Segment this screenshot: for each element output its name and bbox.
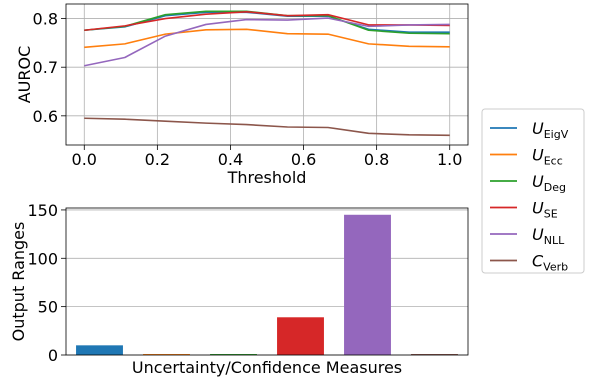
legend-symbol: U	[532, 199, 544, 218]
legend-subscript: Ecc	[544, 155, 563, 168]
bar-nll	[344, 214, 391, 355]
bar-ecc	[143, 354, 190, 355]
x-tick-label: 0.0	[72, 150, 97, 169]
y-tick-label: 0.6	[33, 107, 58, 126]
legend-label-deg: UDeg	[532, 172, 566, 194]
y-axis-label: Output Ranges	[9, 222, 28, 342]
y-tick-label: 50	[38, 298, 58, 317]
y-tick-label: 150	[27, 201, 58, 220]
x-tick-label: 1.0	[437, 150, 462, 169]
legend-subscript: Verb	[543, 261, 568, 274]
x-axis-label: Threshold	[227, 168, 307, 187]
x-tick-label: 0.4	[218, 150, 243, 169]
y-axis-label: AUROC	[15, 46, 34, 104]
y-tick-label: 0.8	[33, 10, 58, 29]
bar-deg	[210, 354, 257, 355]
legend-box	[481, 108, 585, 274]
auroc-line-chart: 0.0 0.2 0.4 0.6 0.8 1.0 0.6 0.7 0.8 Threshold AURO…	[15, 3, 469, 187]
y-tick-label: 0.7	[33, 58, 58, 77]
bar-verb	[411, 354, 458, 355]
plot-frame	[65, 3, 469, 146]
bar-eigv	[76, 345, 123, 355]
legend-symbol: U	[532, 172, 544, 191]
x-tick-label: 0.6	[291, 150, 316, 169]
legend-label-verb: CVerb	[532, 252, 568, 274]
series-line-ecc	[84, 28, 450, 49]
bar-se	[277, 317, 324, 355]
legend-symbol: U	[532, 146, 544, 165]
legend-symbol: U	[532, 119, 544, 138]
legend-subscript: Deg	[544, 181, 566, 194]
x-axis-label: Uncertainty/Confidence Measures	[132, 358, 402, 377]
legend-label-eigv: UEigV	[532, 119, 569, 141]
plot-frame	[65, 207, 469, 356]
output-range-bar-chart: 0 50 100 150 Uncertainty/Confidence Measures…	[9, 201, 469, 377]
legend-subscript: SE	[544, 208, 558, 221]
legend-label-nll: UNLL	[532, 225, 565, 247]
series-line-verb	[84, 117, 450, 137]
legend-symbol: U	[532, 225, 544, 244]
y-tick-label: 100	[27, 249, 58, 268]
legend-symbol: C	[532, 252, 544, 271]
x-tick-label: 0.8	[364, 150, 389, 169]
legend-label-se: USE	[532, 199, 558, 221]
x-tick-label: 0.2	[145, 150, 170, 169]
legend-label-ecc: UEcc	[532, 146, 563, 168]
y-tick-label: 0	[48, 346, 58, 365]
legend-subscript: NLL	[544, 234, 565, 247]
series-line-nll	[84, 17, 450, 67]
legend-subscript: EigV	[544, 128, 569, 141]
